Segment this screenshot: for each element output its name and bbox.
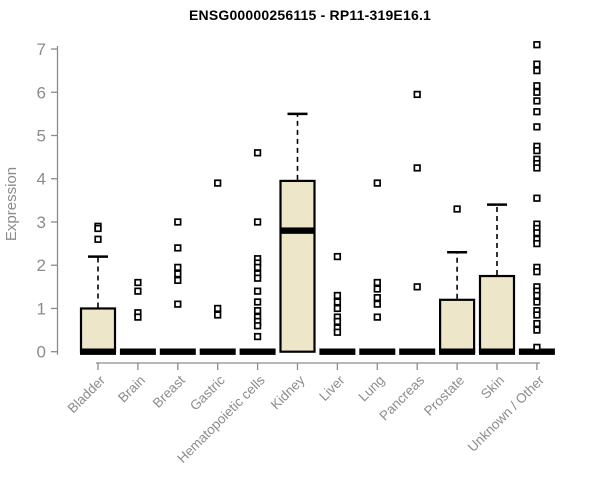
outlier-point-gastric: [214, 311, 222, 319]
outlier-point-liver: [333, 328, 342, 336]
box-prostate: [439, 298, 476, 353]
outlier-point-hematopoietic-cells: [253, 218, 262, 226]
median-breast: [159, 348, 196, 355]
outlier-point-breast: [174, 300, 182, 308]
outlier-point-pancreas: [413, 90, 421, 99]
outlier-point-liver: [333, 317, 342, 326]
x-tick-label: Kidney: [268, 372, 308, 412]
median-pancreas: [399, 348, 436, 355]
y-tick-label: 1: [37, 299, 46, 318]
median-kidney: [279, 227, 316, 234]
outlier-point-unknown-other: [533, 291, 541, 300]
outlier-point-unknown-other: [533, 88, 541, 96]
outlier-point-unknown-other: [533, 97, 541, 105]
outlier-point-breast: [174, 218, 182, 226]
outlier-point-bladder: [94, 235, 102, 243]
outlier-point-unknown-other: [533, 164, 541, 172]
outlier-point-brain: [134, 287, 142, 295]
outlier-point-lung: [373, 285, 381, 293]
median-prostate: [439, 348, 476, 355]
outlier-point-unknown-other: [533, 108, 541, 116]
outlier-point-lung: [373, 294, 381, 302]
outlier-point-unknown-other: [533, 229, 541, 237]
outlier-point-unknown-other: [533, 311, 541, 319]
outlier-point-lung: [373, 179, 381, 187]
y-tick-label: 4: [37, 170, 46, 189]
outlier-point-bladder: [94, 224, 102, 233]
y-tick-label: 3: [37, 213, 46, 232]
outlier-point-hematopoietic-cells: [253, 298, 262, 306]
outlier-point-unknown-other: [533, 146, 541, 155]
outlier-point-breast: [174, 276, 182, 285]
outlier-point-breast: [174, 270, 182, 278]
y-tick-label: 6: [37, 83, 46, 102]
x-tick-label: Bladder: [65, 372, 109, 416]
outlier-point-hematopoietic-cells: [253, 149, 262, 157]
outlier-point-hematopoietic-cells: [253, 332, 262, 341]
outlier-point-liver: [333, 304, 342, 313]
median-brain: [119, 348, 156, 355]
outlier-point-pancreas: [413, 164, 421, 172]
outlier-point-unknown-other: [533, 319, 541, 328]
x-tick-label: Breast: [150, 372, 188, 410]
median-liver: [319, 348, 356, 355]
outlier-point-brain: [134, 278, 142, 287]
outlier-point-liver: [333, 252, 342, 261]
outlier-point-gastric: [214, 179, 222, 187]
outlier-point-unknown-other: [533, 268, 541, 276]
y-tick-label: 2: [37, 256, 46, 275]
x-tick-label: Prostate: [421, 373, 467, 419]
outlier-point-prostate: [453, 205, 461, 213]
outlier-point-unknown-other: [533, 41, 541, 49]
outlier-point-unknown-other: [533, 298, 541, 306]
median-hematopoietic-cells: [239, 348, 276, 355]
x-tick-label: Unknown / Other: [465, 372, 548, 455]
outlier-point-unknown-other: [533, 66, 541, 75]
outlier-point-unknown-other: [533, 123, 541, 131]
y-tick-label: 7: [37, 40, 46, 59]
outlier-point-liver: [333, 298, 342, 306]
outlier-point-unknown-other: [533, 326, 541, 334]
median-unknown-other: [518, 348, 555, 355]
x-tick-label: Lung: [356, 373, 388, 405]
outlier-point-unknown-other: [533, 239, 541, 248]
outlier-point-hematopoietic-cells: [253, 274, 262, 282]
x-tick-label: Brain: [115, 373, 148, 406]
box-kidney: [279, 179, 316, 353]
y-tick-label: 0: [37, 343, 46, 362]
outlier-point-brain: [134, 313, 142, 321]
outlier-point-unknown-other: [533, 194, 541, 202]
median-skin: [479, 348, 515, 355]
outlier-point-breast: [174, 244, 182, 252]
box-bladder: [79, 307, 117, 353]
y-tick-label: 5: [37, 127, 46, 146]
outlier-point-lung: [373, 300, 381, 308]
outlier-point-hematopoietic-cells: [253, 287, 262, 295]
box-skin: [478, 274, 516, 353]
outlier-point-unknown-other: [533, 60, 541, 68]
outlier-point-pancreas: [413, 283, 421, 291]
outlier-point-lung: [373, 313, 381, 321]
chart-title: ENSG00000256115 - RP11-319E16.1: [188, 7, 432, 23]
outlier-point-unknown-other: [533, 343, 541, 352]
median-lung: [359, 348, 396, 355]
x-tick-label: Liver: [316, 372, 348, 404]
outlier-point-gastric: [214, 304, 222, 313]
median-gastric: [199, 348, 236, 355]
outlier-point-liver: [333, 291, 342, 300]
median-bladder: [80, 348, 116, 355]
outlier-point-hematopoietic-cells: [253, 322, 262, 330]
outlier-point-lung: [373, 278, 381, 287]
outlier-point-unknown-other: [533, 82, 541, 90]
x-tick-label: Skin: [478, 373, 507, 402]
outlier-point-hematopoietic-cells: [253, 263, 262, 272]
outlier-point-hematopoietic-cells: [253, 306, 262, 315]
outlier-point-breast: [174, 263, 182, 272]
